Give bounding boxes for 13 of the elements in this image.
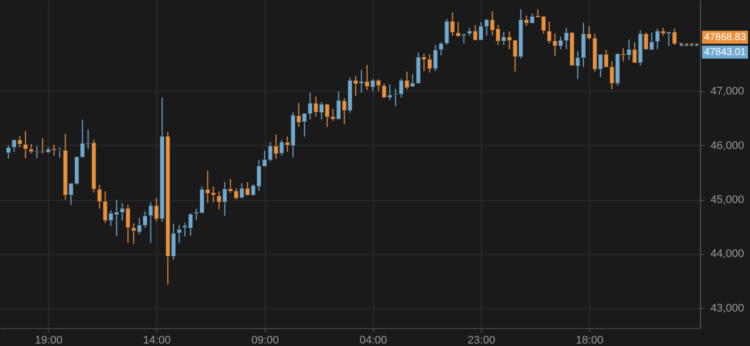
- x-tick-label: 09:00: [251, 334, 279, 346]
- x-tick-label: 19:00: [35, 334, 63, 346]
- x-tick-label: 18:00: [576, 334, 604, 346]
- x-tick-label: 23:00: [468, 334, 496, 346]
- x-tick-label: 04:00: [360, 334, 388, 346]
- y-tick-label: 43,000: [710, 302, 744, 314]
- y-tick-label: 46,000: [710, 140, 744, 152]
- y-tick-label: 47,000: [710, 86, 744, 98]
- ref-line-label: 47843.01: [704, 47, 746, 58]
- y-tick-label: 45,000: [710, 194, 744, 206]
- x-tick-label: 14:00: [143, 334, 171, 346]
- y-tick-label: 44,000: [710, 248, 744, 260]
- ref-line-label: 47868.83: [704, 32, 746, 44]
